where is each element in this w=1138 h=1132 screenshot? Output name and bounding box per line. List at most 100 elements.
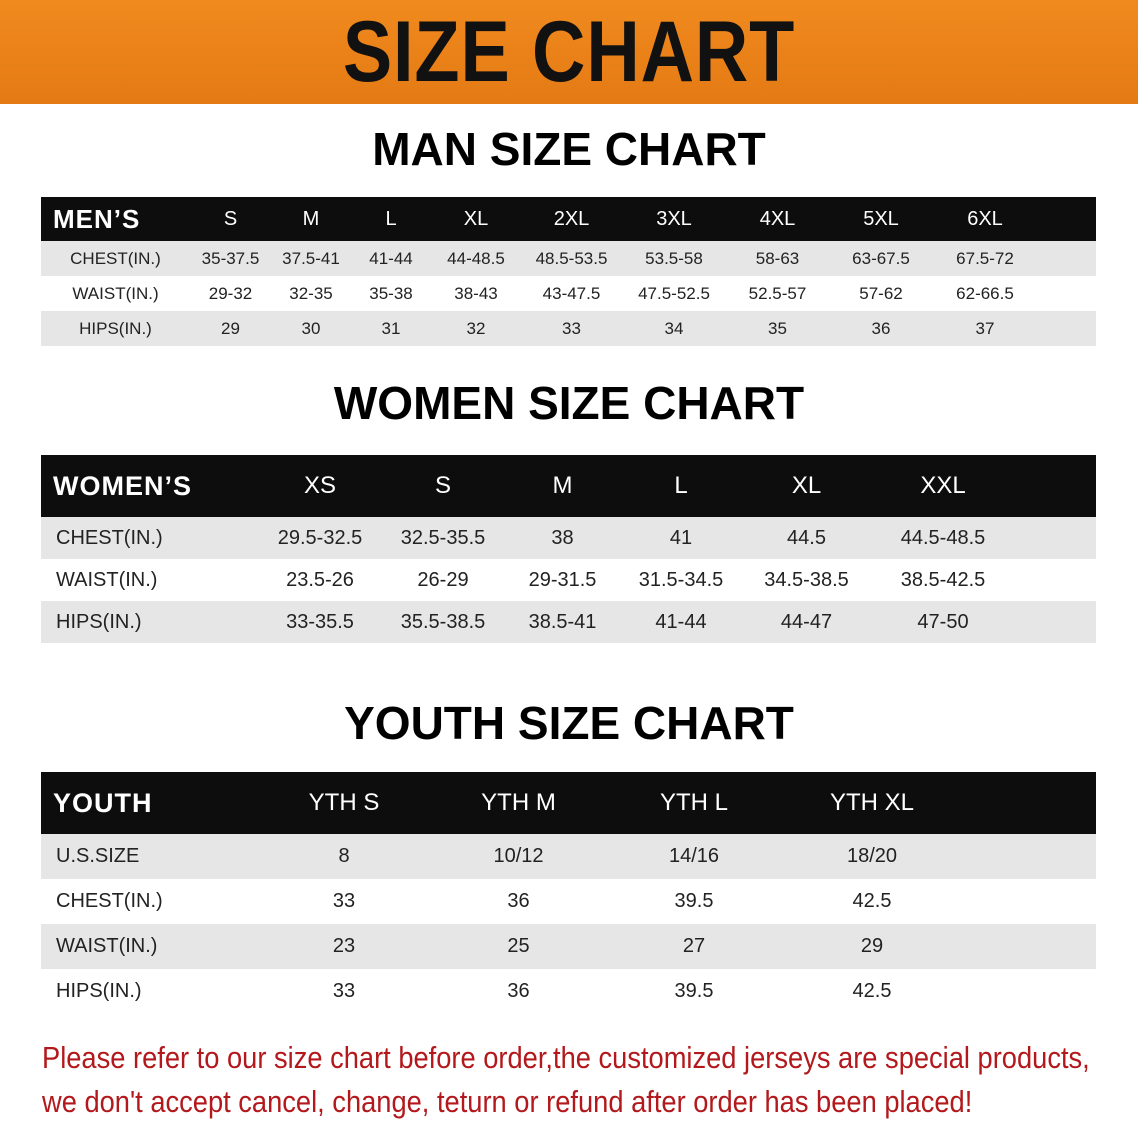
row-label: WAIST(IN.) bbox=[56, 935, 158, 957]
order-notice-line-2: we don't accept cancel, change, teturn o… bbox=[42, 1084, 973, 1119]
table-header-row: MEN’S S M L XL 2XL 3XL 4XL 5XL 6XL bbox=[41, 197, 1096, 241]
cell: 38.5-41 bbox=[528, 610, 597, 633]
youth-section-title: YOUTH SIZE CHART bbox=[344, 697, 794, 749]
row-label: CHEST(IN.) bbox=[56, 890, 163, 912]
cell: 42.5 bbox=[852, 980, 892, 1002]
order-notice: Please refer to our size chart before or… bbox=[42, 1036, 1090, 1124]
table-row: U.S.SIZE 8 10/12 14/16 18/20 bbox=[41, 834, 1096, 879]
table-row: CHEST(IN.) 29.5-32.5 32.5-35.5 38 41 44.5 44.5… bbox=[41, 517, 1096, 559]
cell: 18/20 bbox=[846, 845, 898, 867]
cell: 44.5-48.5 bbox=[900, 526, 986, 549]
cell: 41-44 bbox=[369, 248, 413, 268]
table-header-row: YOUTH YTH S YTH M YTH L YTH XL bbox=[41, 772, 1096, 834]
cell: 41 bbox=[669, 526, 693, 549]
cell: YTH XL bbox=[829, 789, 915, 816]
table-header-row: WOMEN’S XS S M L XL XXL bbox=[41, 455, 1096, 517]
cell: 10/12 bbox=[493, 845, 544, 867]
row-label: CHEST(IN.) bbox=[56, 526, 163, 549]
cell: 36 bbox=[871, 318, 891, 338]
cell: 58-63 bbox=[755, 248, 800, 268]
cell: 41-44 bbox=[655, 610, 707, 633]
cell: 44-47 bbox=[780, 610, 833, 633]
cell: 31.5-34.5 bbox=[638, 568, 724, 591]
table-row: HIPS(IN.) 33 36 39.5 42.5 bbox=[41, 969, 1096, 1014]
cell: 34.5-38.5 bbox=[764, 568, 849, 591]
table-row: WAIST(IN.) 23.5-26 26-29 29-31.5 31.5-34.5 34… bbox=[41, 559, 1096, 601]
cell: S bbox=[223, 207, 238, 230]
banner-title: SIZE CHART bbox=[342, 3, 796, 100]
cell: 30 bbox=[301, 318, 321, 338]
men-size-table: MEN’S S M L XL 2XL 3XL 4XL 5XL 6XL CHEST(IN.) 35-37… bbox=[41, 197, 1096, 346]
cell: 35-38 bbox=[369, 283, 413, 303]
women-size-table: WOMEN’S XS S M L XL XXL CHEST(IN.) 29.5-32.5 32.5… bbox=[41, 455, 1096, 643]
banner: SIZE CHART bbox=[0, 0, 1138, 104]
men-section-title: MAN SIZE CHART bbox=[372, 123, 766, 175]
cell: 2XL bbox=[553, 207, 590, 230]
cell: 23.5-26 bbox=[286, 568, 354, 591]
table-row: WAIST(IN.) 23 25 27 29 bbox=[41, 924, 1096, 969]
cell: 34 bbox=[664, 318, 684, 338]
cell: 62-66.5 bbox=[956, 283, 1014, 303]
table-row: CHEST(IN.) 35-37.5 37.5-41 41-44 44-48.5 48.5… bbox=[41, 241, 1096, 276]
cell: 39.5 bbox=[674, 980, 714, 1002]
cell: 29-31.5 bbox=[528, 568, 597, 591]
cell: 14/16 bbox=[668, 845, 720, 867]
cell: YTH S bbox=[308, 789, 380, 816]
cell: XL bbox=[791, 472, 822, 499]
cell: 4XL bbox=[759, 207, 796, 230]
cell: 27 bbox=[682, 935, 706, 957]
cell: 23 bbox=[332, 935, 356, 957]
cell: 57-62 bbox=[859, 283, 903, 303]
cell: 38.5-42.5 bbox=[900, 568, 986, 591]
cell: 5XL bbox=[863, 207, 899, 230]
cell: 37 bbox=[975, 318, 995, 338]
cell: 48.5-53.5 bbox=[535, 248, 608, 268]
cell: 29 bbox=[860, 935, 884, 957]
cell: 3XL bbox=[656, 207, 692, 230]
cell: 29.5-32.5 bbox=[277, 526, 363, 549]
row-label: YOUTH bbox=[53, 787, 153, 818]
table-row: CHEST(IN.) 33 36 39.5 42.5 bbox=[41, 879, 1096, 924]
cell: 8 bbox=[338, 845, 350, 867]
row-label: CHEST(IN.) bbox=[70, 248, 161, 268]
cell: YTH L bbox=[659, 789, 728, 816]
cell: M bbox=[302, 207, 320, 230]
cell: 37.5-41 bbox=[282, 248, 340, 268]
cell: 26-29 bbox=[417, 568, 469, 591]
women-section-title: WOMEN SIZE CHART bbox=[333, 377, 805, 429]
cell: 32.5-35.5 bbox=[400, 526, 486, 549]
cell: 63-67.5 bbox=[852, 248, 910, 268]
table-row: WAIST(IN.) 29-32 32-35 35-38 38-43 43-47.5 47.… bbox=[41, 276, 1096, 311]
row-label: MEN’S bbox=[53, 203, 141, 234]
cell: S bbox=[434, 472, 451, 499]
cell: 29-32 bbox=[208, 283, 253, 303]
row-label: U.S.SIZE bbox=[56, 845, 140, 867]
cell: 38-43 bbox=[454, 283, 498, 303]
cell: 39.5 bbox=[674, 890, 714, 912]
cell: 33 bbox=[332, 890, 356, 912]
cell: 33-35.5 bbox=[286, 610, 354, 633]
cell: 52.5-57 bbox=[748, 283, 807, 303]
cell: L bbox=[385, 207, 397, 230]
cell: 32-35 bbox=[289, 283, 333, 303]
cell: 36 bbox=[507, 890, 530, 912]
cell: 43-47.5 bbox=[542, 283, 601, 303]
row-label: WAIST(IN.) bbox=[56, 568, 158, 591]
cell: 33 bbox=[332, 980, 356, 1002]
cell: 32 bbox=[466, 318, 486, 338]
cell: 25 bbox=[507, 935, 530, 957]
cell: 42.5 bbox=[852, 890, 892, 912]
row-label: WAIST(IN.) bbox=[72, 283, 159, 303]
cell: 35.5-38.5 bbox=[400, 610, 486, 633]
cell: M bbox=[552, 472, 573, 499]
row-label: WOMEN’S bbox=[53, 470, 192, 501]
row-label: HIPS(IN.) bbox=[56, 980, 142, 1002]
cell: 33 bbox=[562, 318, 581, 338]
cell: 35-37.5 bbox=[201, 248, 260, 268]
order-notice-line-1: Please refer to our size chart before or… bbox=[42, 1040, 1090, 1075]
youth-size-table: YOUTH YTH S YTH M YTH L YTH XL U.S.SIZE 8 10/12… bbox=[41, 772, 1096, 1014]
cell: 38 bbox=[551, 526, 574, 549]
row-label: HIPS(IN.) bbox=[79, 318, 152, 338]
cell: 47.5-52.5 bbox=[638, 283, 710, 303]
cell: XXL bbox=[920, 472, 966, 499]
